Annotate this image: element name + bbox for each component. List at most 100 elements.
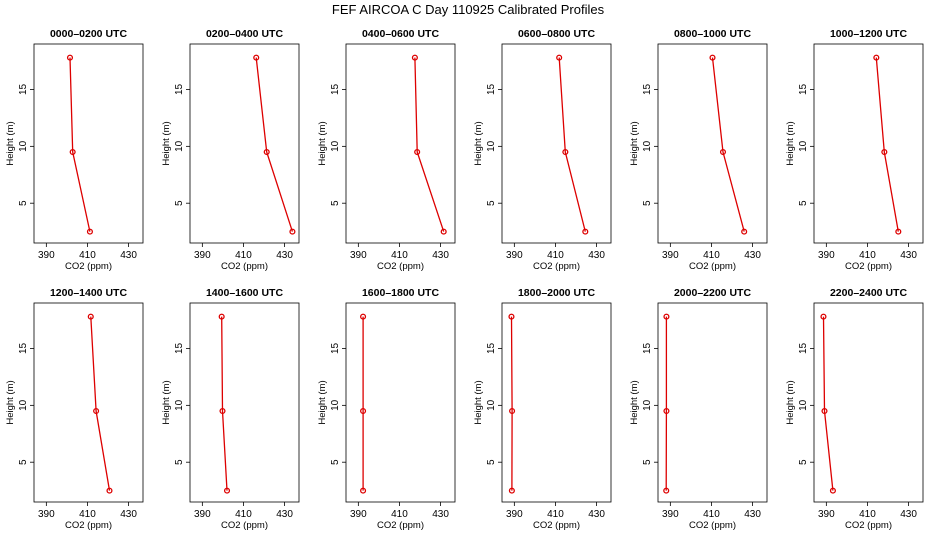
- panel-5: 0800–1000 UTC 390 410 430 5 10 15 CO2 (ppm) Heig…: [629, 28, 768, 272]
- x-tick-label: 430: [432, 509, 449, 520]
- data-point: [66, 54, 74, 61]
- y-axis-label: Height (m): [473, 380, 484, 424]
- data-point: [820, 313, 827, 320]
- panel-2: 0200–0400 UTC 390 410 430 5 10 15 CO2 (ppm) Heig…: [161, 28, 300, 272]
- x-tick-label: 410: [547, 509, 564, 520]
- plot-frame: [33, 43, 144, 244]
- data-point: [219, 407, 226, 415]
- y-tick-label: 15: [642, 83, 653, 95]
- x-axis-label: CO2 (ppm): [377, 261, 424, 272]
- plot-frame: [189, 43, 300, 244]
- y-tick-label: 5: [174, 459, 185, 465]
- plot-frame: [657, 302, 768, 503]
- x-tick-label: 390: [506, 509, 523, 520]
- x-tick-label: 410: [547, 250, 564, 261]
- y-tick-label: 5: [18, 459, 29, 465]
- x-tick-label: 430: [744, 509, 761, 520]
- x-tick-label: 390: [818, 250, 835, 261]
- data-point: [895, 228, 902, 235]
- panel-8: 1400–1600 UTC 390 410 430 5 10 15 CO2 (ppm) Heig…: [161, 287, 300, 531]
- x-tick-label: 410: [235, 250, 252, 261]
- x-tick-label: 410: [391, 509, 408, 520]
- y-axis-label: Height (m): [317, 121, 328, 165]
- data-point: [263, 148, 270, 156]
- panel-4: 0600–0800 UTC 390 410 430 5 10 15 CO2 (ppm) Heig…: [473, 28, 612, 272]
- data-point: [69, 148, 76, 156]
- x-axis-label: CO2 (ppm): [533, 261, 580, 272]
- panel-title: 2000–2200 UTC: [674, 287, 751, 299]
- x-tick-label: 390: [194, 250, 211, 261]
- plot-frame: [813, 43, 924, 244]
- y-axis-label: Height (m): [317, 380, 328, 424]
- data-point: [719, 148, 727, 156]
- y-tick-label: 10: [330, 399, 341, 411]
- y-axis-label: Height (m): [473, 121, 484, 165]
- panel-title: 0400–0600 UTC: [362, 28, 439, 40]
- data-point: [86, 228, 93, 235]
- data-point: [663, 487, 670, 494]
- data-point: [829, 487, 836, 494]
- y-tick-label: 15: [486, 83, 497, 95]
- plot-frame: [345, 43, 456, 244]
- plot-frame: [813, 302, 924, 503]
- data-point: [289, 228, 296, 235]
- profile-line: [510, 316, 513, 491]
- x-axis-label: CO2 (ppm): [689, 261, 736, 272]
- panel-title: 1800–2000 UTC: [518, 287, 595, 299]
- x-axis-label: CO2 (ppm): [377, 520, 424, 531]
- y-axis-label: Height (m): [5, 380, 16, 424]
- x-tick-label: 390: [818, 509, 835, 520]
- y-axis-label: Height (m): [785, 380, 796, 424]
- x-tick-label: 390: [350, 509, 367, 520]
- x-tick-label: 410: [79, 509, 96, 520]
- x-tick-label: 430: [744, 250, 761, 261]
- panel-title: 0000–0200 UTC: [50, 28, 127, 40]
- plot-frame: [501, 43, 612, 244]
- y-axis-label: Height (m): [5, 121, 16, 165]
- x-tick-label: 390: [662, 509, 679, 520]
- data-point: [508, 487, 515, 494]
- x-axis-label: CO2 (ppm): [221, 520, 268, 531]
- y-tick-label: 5: [798, 459, 809, 465]
- y-tick-label: 15: [798, 83, 809, 95]
- profile-line: [255, 57, 294, 232]
- y-axis-label: Height (m): [629, 121, 640, 165]
- x-tick-label: 430: [900, 509, 917, 520]
- x-tick-label: 430: [588, 250, 605, 261]
- data-point: [87, 313, 94, 320]
- panel-1: 0000–0200 UTC 390 410 430 5 10 15 CO2 (ppm) Heig…: [5, 28, 144, 272]
- figure-title: FEF AIRCOA C Day 110925 Calibrated Profi…: [332, 2, 605, 17]
- data-point: [821, 407, 828, 415]
- x-tick-label: 430: [588, 509, 605, 520]
- data-point: [93, 407, 100, 415]
- data-point: [881, 148, 888, 156]
- x-tick-label: 410: [235, 509, 252, 520]
- data-point: [414, 148, 421, 156]
- x-tick-label: 390: [350, 250, 367, 261]
- y-tick-label: 15: [330, 342, 341, 354]
- panel-title: 0600–0800 UTC: [518, 28, 595, 40]
- y-tick-label: 15: [330, 83, 341, 95]
- profile-line: [822, 316, 834, 491]
- data-point: [663, 407, 670, 415]
- data-point: [223, 487, 231, 494]
- panel-9: 1600–1800 UTC 390 410 430 5 10 15 CO2 (ppm) Heig…: [317, 287, 456, 531]
- panel-6: 1000–1200 UTC 390 410 430 5 10 15 CO2 (ppm) Heig…: [785, 28, 924, 272]
- x-tick-label: 410: [79, 250, 96, 261]
- x-tick-label: 410: [859, 250, 876, 261]
- profile-line: [711, 57, 745, 232]
- data-point: [411, 54, 418, 61]
- x-axis-label: CO2 (ppm): [221, 261, 268, 272]
- plot-frame: [657, 43, 768, 244]
- data-point: [562, 148, 569, 156]
- y-tick-label: 10: [798, 399, 809, 411]
- x-tick-label: 410: [391, 250, 408, 261]
- x-axis-label: CO2 (ppm): [845, 261, 892, 272]
- data-point: [253, 54, 260, 61]
- data-point: [106, 487, 113, 494]
- x-tick-label: 410: [703, 250, 720, 261]
- x-axis-label: CO2 (ppm): [65, 520, 112, 531]
- y-tick-label: 10: [642, 140, 653, 152]
- y-axis-label: Height (m): [629, 380, 640, 424]
- data-point: [873, 54, 880, 61]
